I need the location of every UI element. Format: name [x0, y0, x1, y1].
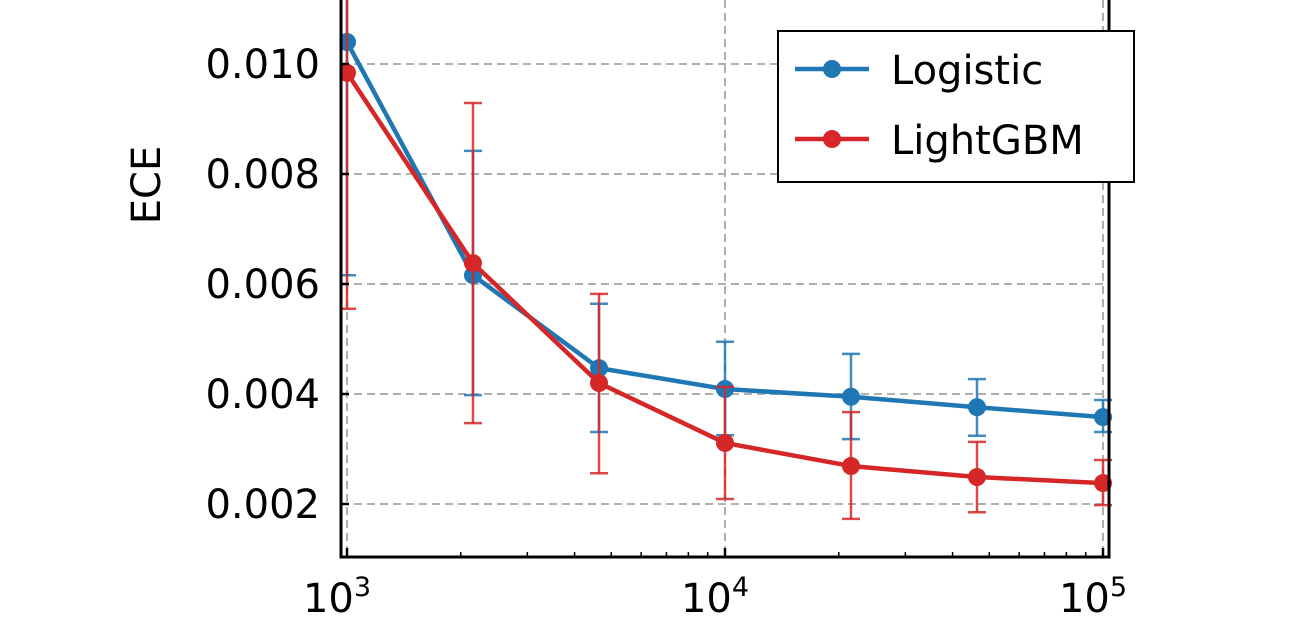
legend-label-logistic: Logistic [891, 48, 1043, 94]
y-tick-label: 0.010 [205, 42, 320, 88]
y-tick-label: 0.004 [205, 372, 320, 418]
series-layer [341, 0, 1112, 521]
legend-label-lightgbm: LightGBM [891, 118, 1084, 164]
series-lightgbm [341, 0, 1112, 521]
x-tick-label: 105 [1059, 572, 1127, 622]
data-point [590, 374, 609, 392]
legend: Logistic LightGBM [777, 30, 1135, 183]
y-tick-label: 0.008 [205, 152, 320, 198]
data-point [341, 63, 356, 82]
x-ticks: 103 104 105 [303, 548, 1127, 622]
x-tick-label: 104 [681, 572, 749, 622]
y-tick-label: 0.002 [205, 482, 320, 528]
legend-marker-logistic [823, 60, 841, 78]
y-axis-label: ECE [124, 146, 170, 224]
data-point [968, 398, 987, 417]
x-tick-label: 103 [303, 572, 371, 622]
y-tick-label: 0.006 [205, 262, 320, 308]
data-point [463, 254, 482, 273]
data-point [841, 387, 860, 406]
data-point [841, 457, 860, 476]
data-point [716, 433, 734, 452]
legend-box [777, 30, 1135, 183]
data-point [968, 468, 987, 487]
legend-marker-lightgbm [823, 130, 841, 148]
data-point [341, 33, 356, 51]
y-ticks: 0.010 0.008 0.006 0.004 0.002 [205, 42, 349, 528]
